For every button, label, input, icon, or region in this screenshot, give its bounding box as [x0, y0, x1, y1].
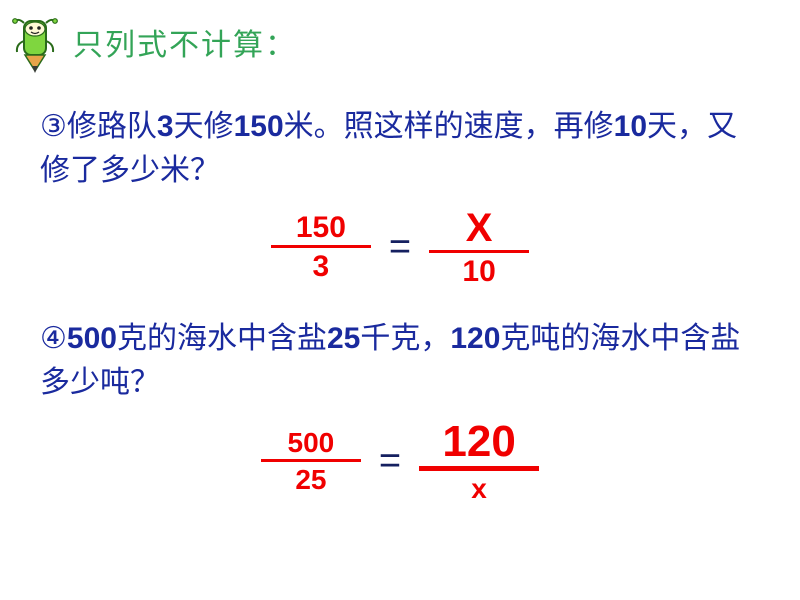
equation-4-left-numerator: 500: [261, 429, 361, 462]
equation-4-equals: =: [361, 440, 419, 483]
problem-3-text-2: 天修: [174, 110, 234, 143]
problem-3-text-0: 修路队: [67, 110, 157, 143]
problem-3: ③修路队3天修150米。照这样的速度，再修10天，又修了多少米？: [0, 90, 800, 200]
equation-4-left-fraction: 500 25: [261, 429, 361, 494]
equation-3-left-numerator: 150: [271, 213, 371, 248]
problem-4-num-3: 25: [327, 322, 360, 355]
problem-3-marker: ③: [40, 110, 67, 143]
problem-4-num-1: 500: [67, 322, 117, 355]
problem-3-text-4: 米。照这样的速度，再修: [284, 110, 614, 143]
problem-4-num-5: 120: [450, 322, 500, 355]
equation-4-right-fraction: 120 x: [419, 420, 539, 503]
problem-4-text-2: 克的海水中含盐: [117, 322, 327, 355]
equation-4-right-denominator: x: [471, 471, 487, 503]
equation-4: 500 25 = 120 x: [0, 412, 800, 518]
pencil-character-icon: [10, 15, 65, 80]
problem-3-num-5: 10: [614, 110, 647, 143]
equation-3-left-fraction: 150 3: [271, 213, 371, 282]
problem-3-num-1: 3: [157, 110, 174, 143]
problem-4: ④500克的海水中含盐25千克，120克吨的海水中含盐多少吨？: [0, 302, 800, 412]
equation-3-right-fraction: X 10: [429, 208, 529, 287]
equation-3: 150 3 = X 10: [0, 200, 800, 302]
equation-4-right-numerator: 120: [419, 420, 539, 471]
problem-3-num-3: 150: [234, 110, 284, 143]
equation-4-left-denominator: 25: [295, 462, 326, 494]
equation-3-right-numerator: X: [429, 208, 529, 253]
slide-title: 只列式不计算：: [73, 20, 297, 64]
equation-3-equals: =: [371, 226, 429, 269]
problem-4-text-4: 千克，: [360, 322, 450, 355]
equation-3-right-denominator: 10: [462, 253, 495, 287]
header-row: 只列式不计算：: [0, 0, 800, 90]
equation-3-left-denominator: 3: [313, 248, 330, 282]
problem-4-marker: ④: [40, 322, 67, 355]
